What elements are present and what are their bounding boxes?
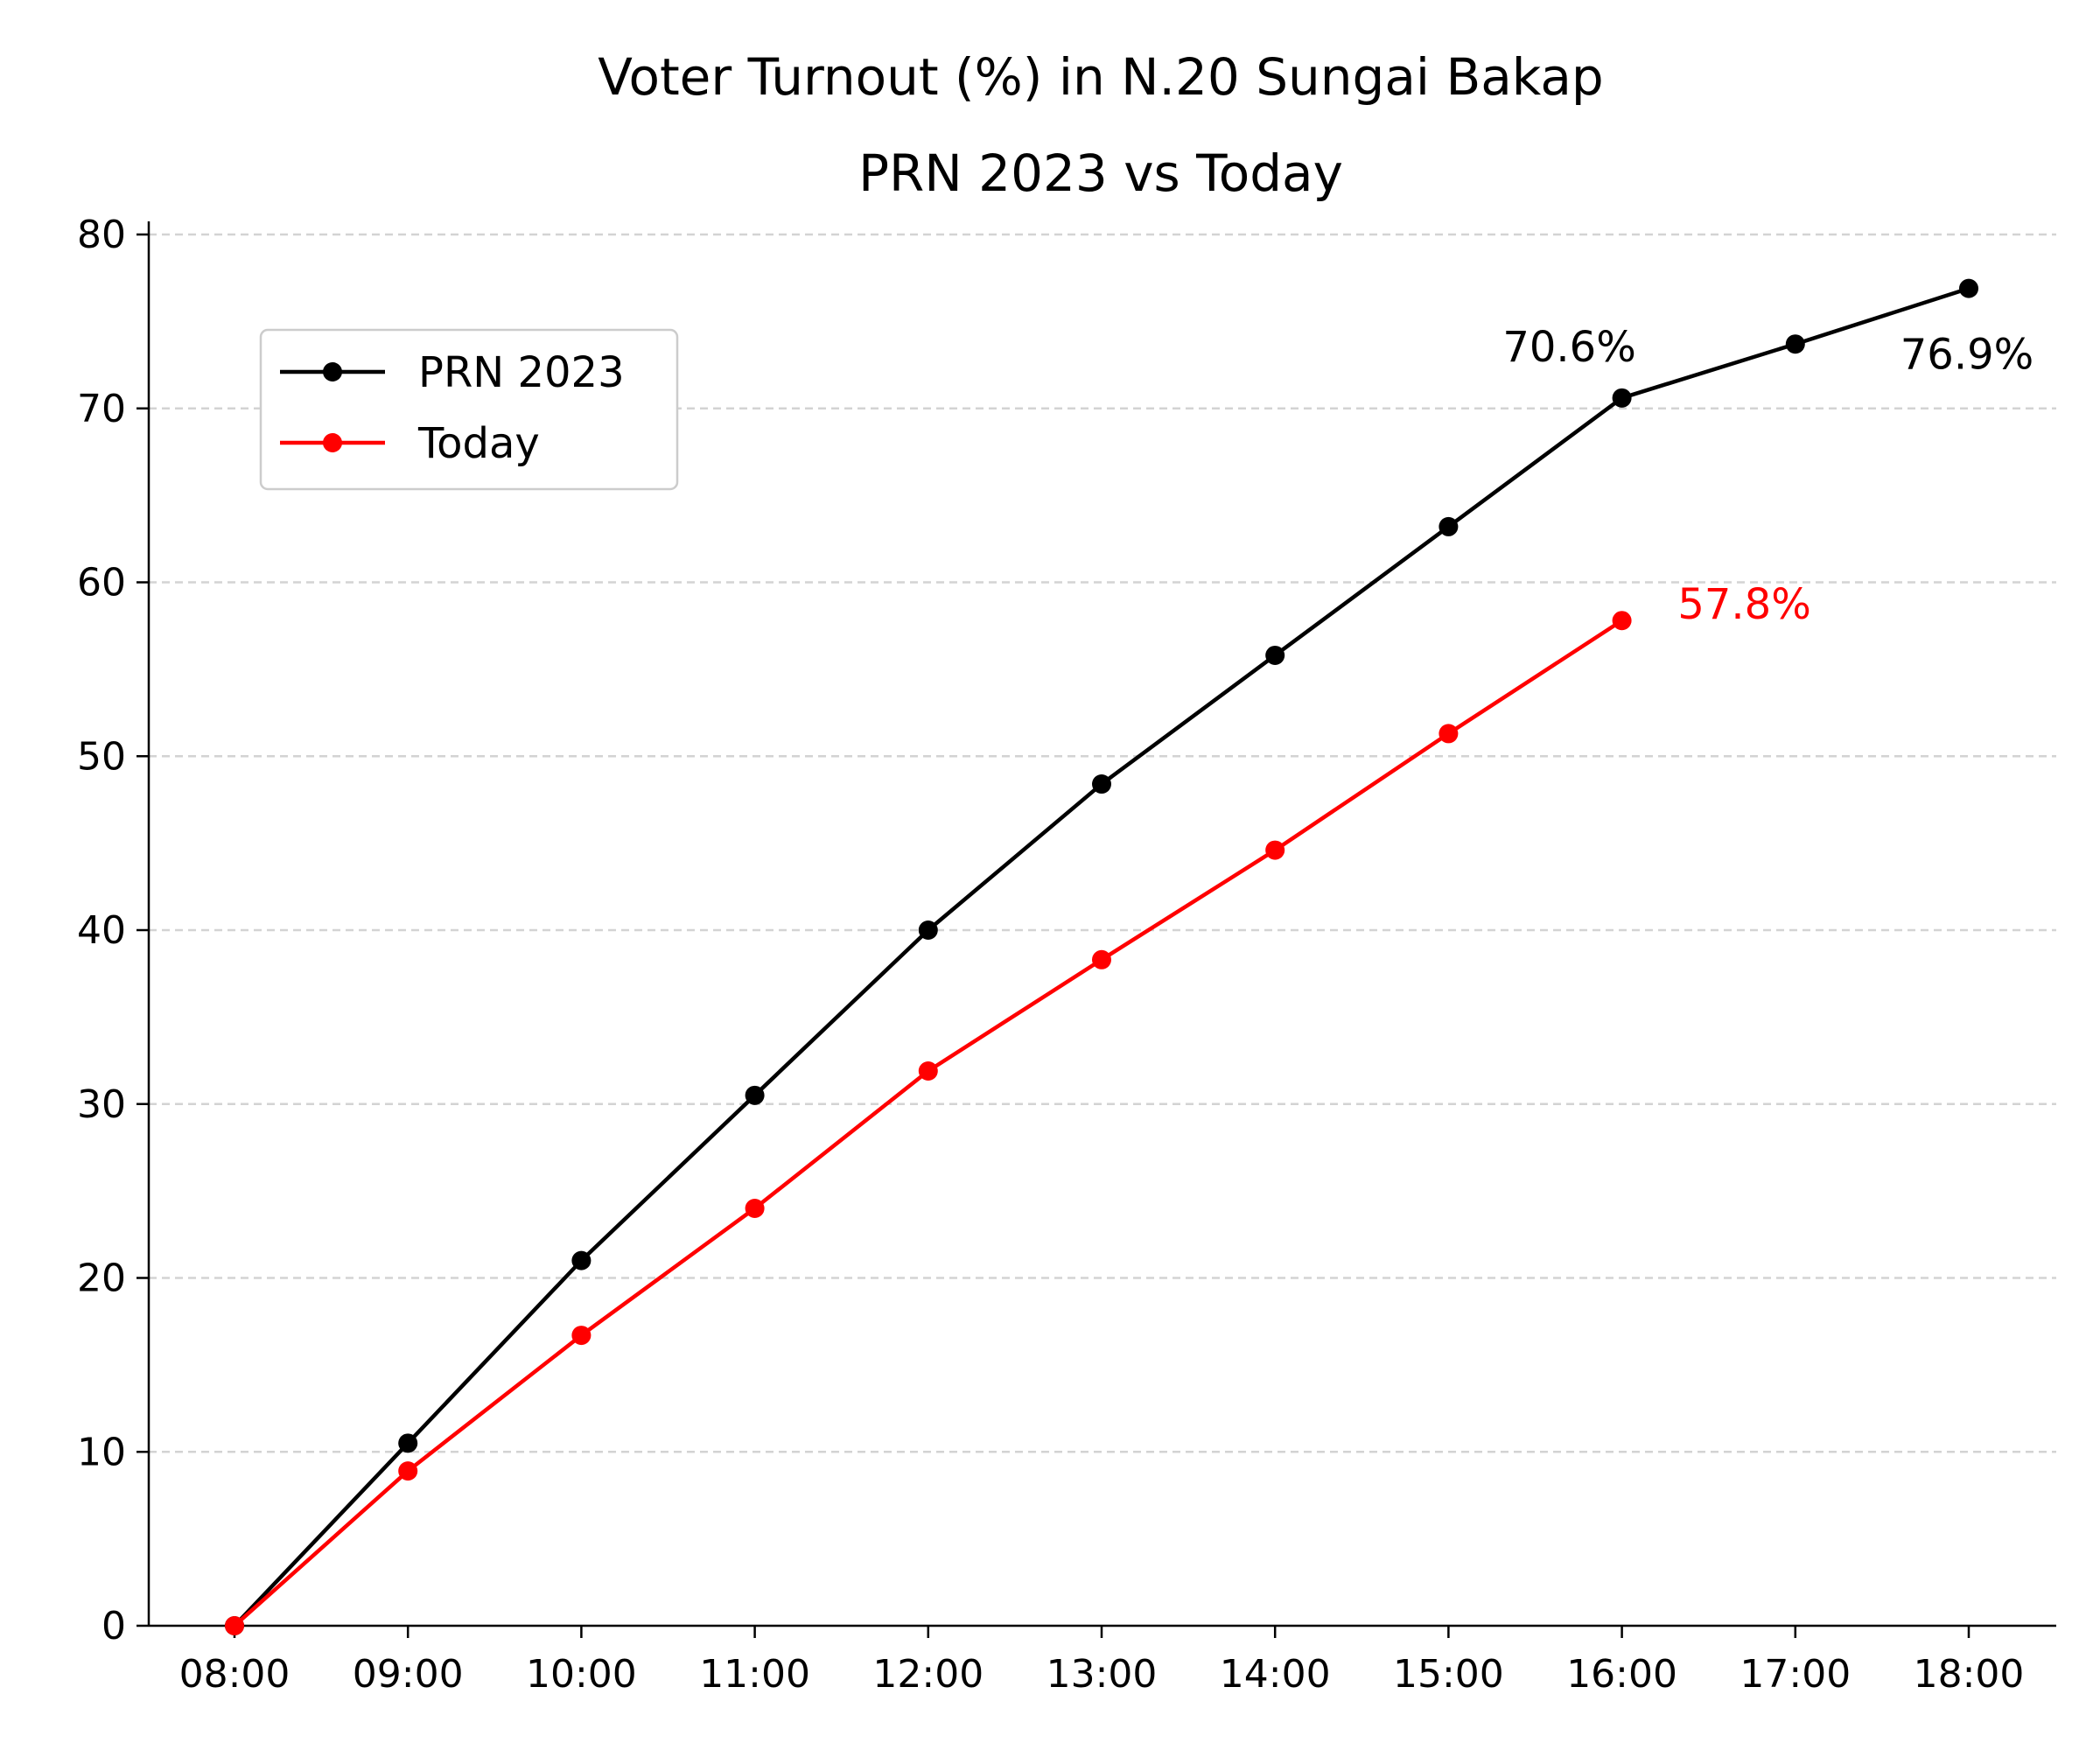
- data-label: 57.8%: [1677, 580, 1810, 629]
- data-point: [1612, 388, 1632, 408]
- data-point: [398, 1461, 418, 1481]
- legend-swatch-marker: [323, 433, 342, 452]
- data-point: [745, 1085, 765, 1105]
- legend-label: PRN 2023: [418, 348, 625, 397]
- legend: PRN 2023 Today: [259, 328, 679, 491]
- x-tick-label: 14:00: [1220, 1652, 1331, 1697]
- x-tick-label: 10:00: [526, 1652, 637, 1697]
- data-point: [1265, 645, 1285, 665]
- y-tick-label: 30: [77, 1082, 126, 1127]
- x-tick-label: 08:00: [179, 1652, 290, 1697]
- x-tick-label: 11:00: [699, 1652, 810, 1697]
- data-point: [571, 1326, 592, 1346]
- y-tick-label: 70: [77, 387, 126, 431]
- series-layer: [225, 278, 1978, 1635]
- data-point: [225, 1616, 244, 1635]
- data-point: [1438, 724, 1459, 744]
- y-tick-label: 40: [77, 908, 126, 953]
- data-label: 70.6%: [1502, 323, 1635, 372]
- chart-title: Voter Turnout (%) in N.20 Sungai Bakap: [598, 47, 1603, 107]
- axes: 0 10 20 30 40 50 60 70 80 08:00 09:00 10:00 11:00 12:…: [77, 213, 2056, 1697]
- y-tick-label: 0: [102, 1604, 126, 1648]
- series-line-1: [233, 619, 1623, 1628]
- y-tick-label: 50: [77, 734, 126, 779]
- data-point: [1092, 774, 1111, 794]
- annotations: 70.6% 76.9% 57.8%: [1502, 323, 2034, 629]
- data-point: [398, 1433, 418, 1453]
- data-point: [1959, 278, 1978, 298]
- data-point: [1438, 516, 1459, 536]
- data-label: 76.9%: [1900, 331, 2034, 380]
- x-tick-label: 18:00: [1914, 1652, 2025, 1697]
- data-point: [1092, 949, 1111, 970]
- y-tick-label: 10: [77, 1430, 126, 1474]
- data-point: [745, 1199, 765, 1218]
- legend-swatch-marker: [323, 362, 342, 382]
- chart-subtitle: PRN 2023 vs Today: [858, 144, 1343, 203]
- legend-label: Today: [417, 419, 540, 468]
- legend-box: [259, 328, 679, 491]
- x-tick-label: 16:00: [1566, 1652, 1677, 1697]
- x-tick-label: 15:00: [1393, 1652, 1504, 1697]
- data-point: [571, 1250, 592, 1270]
- x-tick-label: 13:00: [1046, 1652, 1158, 1697]
- data-point: [1612, 611, 1632, 631]
- data-point: [1265, 840, 1285, 860]
- data-point: [1785, 334, 1805, 354]
- data-point: [918, 1060, 938, 1081]
- y-tick-label: 60: [77, 561, 126, 606]
- y-tick-label: 20: [77, 1256, 126, 1301]
- y-tick-label: 80: [77, 213, 126, 257]
- data-point: [918, 920, 938, 940]
- x-tick-label: 12:00: [872, 1652, 984, 1697]
- x-tick-label: 09:00: [353, 1652, 464, 1697]
- x-tick-label: 17:00: [1740, 1652, 1851, 1697]
